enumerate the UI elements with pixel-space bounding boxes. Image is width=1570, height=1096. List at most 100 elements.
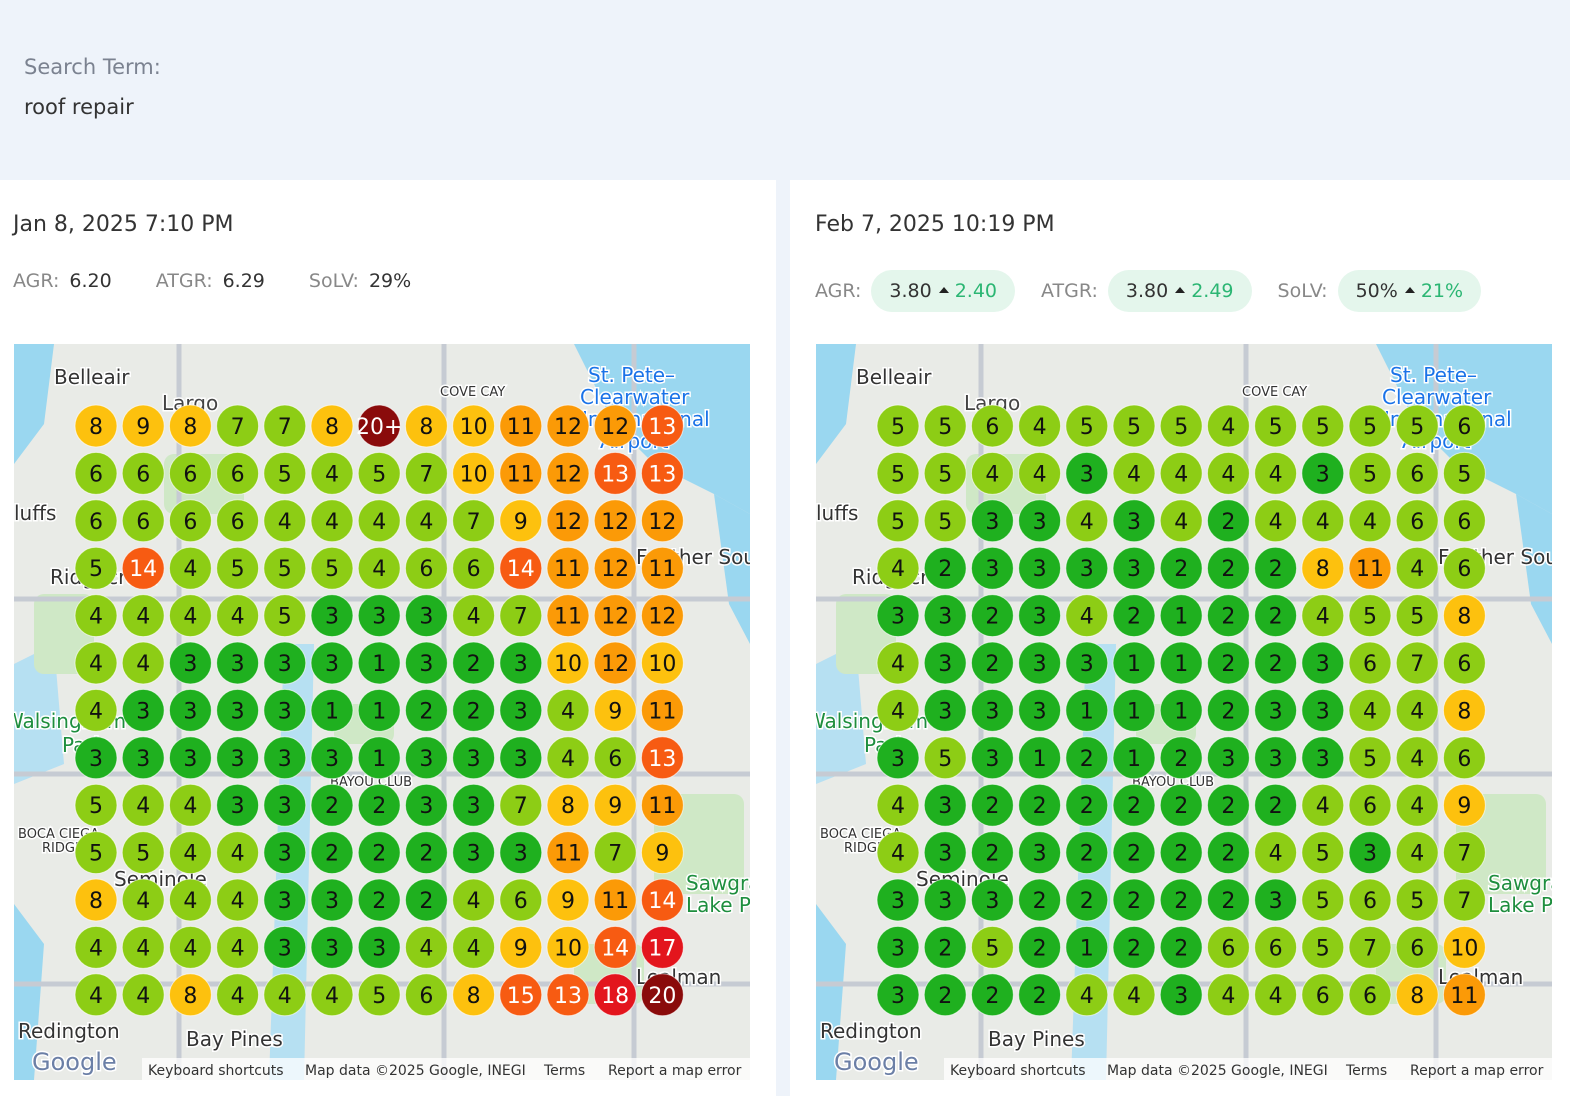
rank-pin xyxy=(970,594,1014,638)
map-footer xyxy=(944,1058,1552,1080)
rank-pin xyxy=(1206,499,1250,543)
rank-pin xyxy=(310,546,354,590)
rank-pin xyxy=(499,736,543,780)
rank-value: 4 xyxy=(231,842,245,867)
rank-value: 13 xyxy=(648,462,676,487)
rank-pin xyxy=(876,594,920,638)
rank-value: 5 xyxy=(1174,415,1188,440)
rank-pin xyxy=(1301,688,1345,732)
rank-pin xyxy=(404,641,448,685)
rank-value: 3 xyxy=(278,699,292,724)
rank-pin xyxy=(216,404,260,448)
rank-pin xyxy=(1065,878,1109,922)
map-label: Bay Pines xyxy=(186,1027,283,1051)
rank-pin xyxy=(499,831,543,875)
rank-value: 2 xyxy=(1174,842,1188,867)
rank-pin xyxy=(74,925,118,969)
water xyxy=(1516,494,1552,644)
rank-value: 3 xyxy=(89,747,103,772)
rank-value: 12 xyxy=(648,510,676,535)
rank-value: 5 xyxy=(891,462,905,487)
rank-pin xyxy=(499,688,543,732)
rank-value: 4 xyxy=(1269,510,1283,535)
rank-pin xyxy=(310,831,354,875)
rank-pin xyxy=(357,594,401,638)
rank-value: 5 xyxy=(938,747,952,772)
rank-value: 2 xyxy=(1221,652,1235,677)
rank-pin xyxy=(923,404,967,448)
rank-value: 7 xyxy=(278,415,292,440)
rank-pin xyxy=(121,973,165,1017)
rank-pin xyxy=(1206,783,1250,827)
rank-value: 3 xyxy=(514,842,528,867)
rank-pin xyxy=(216,878,260,922)
rank-value: 6 xyxy=(1410,510,1424,535)
rank-pin xyxy=(1018,878,1062,922)
rank-value: 7 xyxy=(231,415,245,440)
rank-value: 2 xyxy=(1080,842,1094,867)
rank-value: 3 xyxy=(1127,557,1141,582)
rank-pin xyxy=(216,499,260,543)
metrics: AGR: 6.20 ATGR: 6.29 SoLV: 29% xyxy=(13,270,455,292)
rank-pin xyxy=(263,404,307,448)
map-label: Redington xyxy=(18,1019,120,1043)
rank-pin xyxy=(404,546,448,590)
rank-value: 4 xyxy=(891,652,905,677)
rank-value: 10 xyxy=(1450,936,1478,961)
rank-pin xyxy=(1018,451,1062,495)
rank-value: 2 xyxy=(1221,889,1235,914)
rank-pin xyxy=(121,499,165,543)
rank-pin xyxy=(216,831,260,875)
rank-value: 4 xyxy=(183,794,197,819)
rank-value: 9 xyxy=(608,699,622,724)
rank-pin xyxy=(1301,641,1345,685)
rank-pin xyxy=(1395,925,1439,969)
rank-value: 3 xyxy=(1269,889,1283,914)
rank-value: 5 xyxy=(372,462,386,487)
metric-pill: 50% 21% xyxy=(1337,270,1482,312)
rank-pin xyxy=(121,878,165,922)
rank-value: 3 xyxy=(514,747,528,772)
rank-pin xyxy=(74,404,118,448)
rank-value: 3 xyxy=(891,747,905,772)
rank-value: 5 xyxy=(938,510,952,535)
rank-value: 2 xyxy=(985,842,999,867)
rank-value: 2 xyxy=(1127,794,1141,819)
rank-value: 8 xyxy=(1457,605,1471,630)
rank-pin xyxy=(121,783,165,827)
rank-value: 4 xyxy=(1080,510,1094,535)
rank-value: 5 xyxy=(985,936,999,961)
rank-value: 6 xyxy=(136,510,150,535)
rank-value: 8 xyxy=(89,415,103,440)
rank-value: 4 xyxy=(1033,415,1047,440)
rank-value: 6 xyxy=(608,747,622,772)
rank-value: 8 xyxy=(183,984,197,1009)
rank-value: 3 xyxy=(985,699,999,724)
rank-pin xyxy=(640,925,684,969)
rank-pin xyxy=(1112,404,1156,448)
rank-pin xyxy=(1065,546,1109,590)
rank-pin xyxy=(216,688,260,732)
rank-pin xyxy=(1348,831,1392,875)
rank-pin xyxy=(1301,451,1345,495)
rank-pin xyxy=(404,973,448,1017)
rank-pin xyxy=(1442,641,1486,685)
rank-pin xyxy=(1254,451,1298,495)
rank-pin xyxy=(499,641,543,685)
rank-pin xyxy=(1112,594,1156,638)
rank-pin xyxy=(970,641,1014,685)
rank-pin xyxy=(310,451,354,495)
rank-pin xyxy=(74,499,118,543)
rank-pin xyxy=(546,973,590,1017)
rank-pin xyxy=(1254,688,1298,732)
rank-value: 5 xyxy=(1410,605,1424,630)
rank-pin xyxy=(970,404,1014,448)
rank-value: 4 xyxy=(891,794,905,819)
map-label: Belleair xyxy=(54,365,130,389)
rank-pin xyxy=(263,546,307,590)
rank-pin xyxy=(499,404,543,448)
rank-pin xyxy=(168,641,212,685)
rank-pin xyxy=(640,831,684,875)
rank-value: 13 xyxy=(601,462,629,487)
rank-pin xyxy=(970,878,1014,922)
